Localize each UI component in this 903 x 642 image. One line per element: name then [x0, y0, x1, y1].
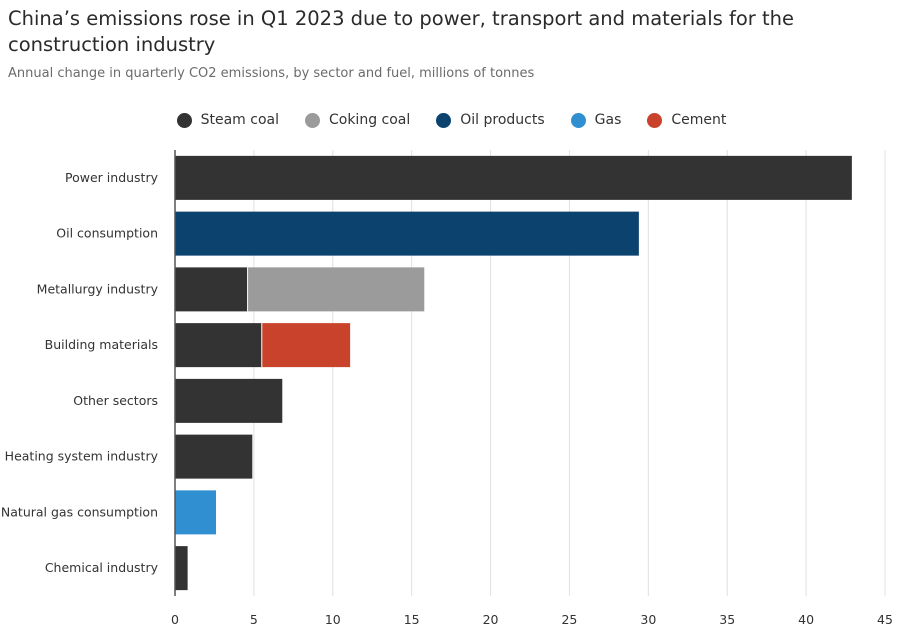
bar-segment: [175, 155, 852, 200]
legend-label: Cement: [671, 112, 727, 128]
x-tick-label: 0: [171, 612, 179, 627]
category-label: Other sectors: [73, 393, 158, 408]
chart-legend: Steam coal Coking coal Oil products Gas …: [0, 109, 903, 131]
legend-label: Coking coal: [328, 112, 411, 128]
x-tick-label: 30: [640, 612, 656, 627]
category-label: Power industry: [65, 170, 159, 185]
legend-swatch: [176, 112, 192, 128]
x-tick-label: 40: [798, 612, 814, 627]
bar-segment: [261, 323, 351, 368]
category-label: Chemical industry: [45, 560, 159, 575]
legend-item-oil-products: Oil products: [436, 109, 545, 131]
legend-item-coking-coal: Coking coal: [304, 109, 411, 131]
bar-segment: [175, 546, 188, 591]
bar-segment: [175, 490, 217, 535]
legend-item-cement: Cement: [647, 109, 726, 131]
category-label: Metallurgy industry: [37, 281, 159, 296]
x-tick-label: 10: [325, 612, 341, 627]
category-label: Natural gas consumption: [1, 504, 158, 519]
legend-swatch: [304, 112, 320, 128]
chart-subtitle: Annual change in quarterly CO2 emissions…: [8, 66, 535, 81]
legend-label: Steam coal: [200, 112, 279, 128]
bar-segment: [175, 323, 262, 368]
bar-segment: [175, 378, 283, 423]
legend-label: Oil products: [460, 112, 545, 128]
legend-label: Gas: [594, 112, 622, 128]
bar-segment: [247, 267, 425, 312]
x-tick-label: 5: [250, 612, 258, 627]
bar-segment: [175, 211, 639, 256]
bar-segment: [175, 434, 253, 479]
chart-title: China’s emissions rose in Q1 2023 due to…: [8, 7, 794, 56]
bar-segment: [175, 267, 248, 312]
x-tick-label: 35: [719, 612, 735, 627]
legend-swatch: [647, 112, 663, 128]
x-tick-label: 15: [404, 612, 420, 627]
x-tick-label: 20: [483, 612, 499, 627]
legend-item-steam-coal: Steam coal: [176, 109, 279, 131]
category-label: Oil consumption: [56, 226, 158, 241]
x-tick-label: 25: [561, 612, 577, 627]
category-label: Building materials: [45, 337, 158, 352]
category-label: Heating system industry: [5, 449, 159, 464]
legend-item-gas: Gas: [570, 109, 622, 131]
x-tick-label: 45: [877, 612, 893, 627]
legend-swatch: [570, 112, 586, 128]
legend-swatch: [436, 112, 452, 128]
